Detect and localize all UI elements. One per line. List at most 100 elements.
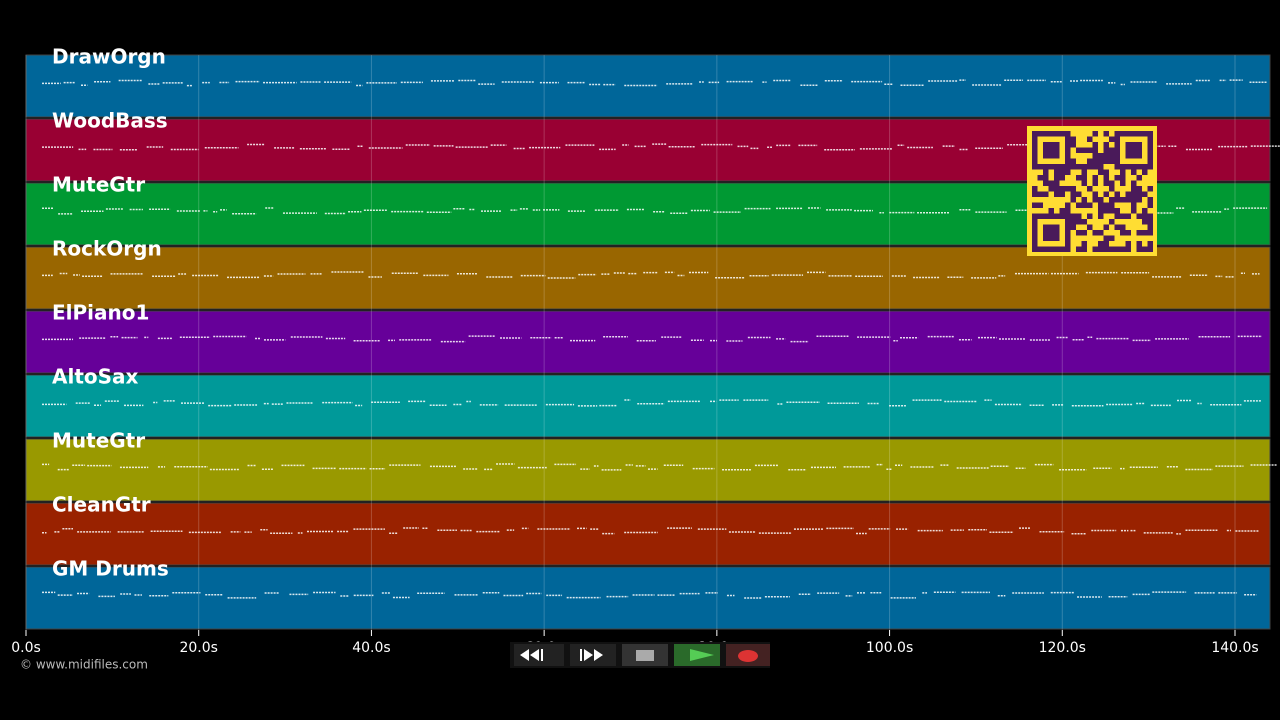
notes: [42, 527, 1260, 535]
qr-cell: [1147, 197, 1153, 203]
qr-cell: [1103, 180, 1109, 186]
qr-cell: [1109, 136, 1115, 142]
qr-cell: [1081, 147, 1087, 153]
qr-cell: [1043, 164, 1049, 170]
qr-cell: [1048, 164, 1054, 170]
qr-cell: [1054, 164, 1060, 170]
qr-cell: [1114, 208, 1120, 214]
qr-cell: [1142, 246, 1148, 252]
qr-cell: [1131, 208, 1137, 214]
qr-cell: [1131, 131, 1137, 137]
qr-cell: [1076, 164, 1082, 170]
qr-cell: [1048, 153, 1054, 159]
qr-cell: [1092, 230, 1098, 236]
qr-cell: [1065, 142, 1071, 148]
qr-cell: [1136, 246, 1142, 252]
forward-button[interactable]: [570, 644, 616, 666]
qr-cell: [1065, 246, 1071, 252]
qr-cell: [1109, 180, 1115, 186]
qr-cell: [1147, 230, 1153, 236]
qr-cell: [1059, 191, 1065, 197]
qr-cell: [1114, 142, 1120, 148]
qr-cell: [1048, 142, 1054, 148]
qr-cell: [1109, 202, 1115, 208]
qr-cell: [1059, 164, 1065, 170]
qr-cell: [1081, 246, 1087, 252]
qr-cell: [1103, 202, 1109, 208]
qr-cell: [1098, 213, 1104, 219]
qr-cell: [1120, 131, 1126, 137]
play-button[interactable]: [674, 644, 720, 666]
qr-cell: [1125, 197, 1131, 203]
qr-cell: [1131, 153, 1137, 159]
qr-cell: [1098, 208, 1104, 214]
tick-label: 20.0s: [179, 640, 217, 656]
qr-cell: [1065, 147, 1071, 153]
qr-cell: [1043, 131, 1049, 137]
qr-cell: [1032, 164, 1038, 170]
qr-cell: [1070, 158, 1076, 164]
qr-cell: [1054, 142, 1060, 148]
qr-cell: [1059, 131, 1065, 137]
qr-cell: [1109, 153, 1115, 159]
track-name: AltoSax: [52, 365, 139, 389]
qr-cell: [1043, 246, 1049, 252]
qr-cell: [1048, 246, 1054, 252]
qr-cell: [1076, 213, 1082, 219]
qr-cell: [1076, 147, 1082, 153]
qr-cell: [1120, 246, 1126, 252]
time-axis: 0.0s20.0s40.0s60.0s80.0s100.0s120.0s140.…: [11, 630, 1259, 656]
qr-cell: [1070, 164, 1076, 170]
qr-cell: [1032, 230, 1038, 236]
qr-cell: [1037, 213, 1043, 219]
stop-button[interactable]: [622, 644, 668, 666]
qr-cell: [1120, 169, 1126, 175]
qr-cell: [1136, 241, 1142, 247]
qr-cell: [1092, 153, 1098, 159]
qr-cell: [1043, 230, 1049, 236]
qr-cell: [1114, 197, 1120, 203]
qr-cell: [1065, 230, 1071, 236]
record-button[interactable]: [726, 644, 770, 666]
qr-cell: [1043, 153, 1049, 159]
qr-cell: [1059, 208, 1065, 214]
qr-cell: [1070, 224, 1076, 230]
qr-cell: [1092, 175, 1098, 181]
qr-cell: [1043, 235, 1049, 241]
qr-cell: [1098, 197, 1104, 203]
qr-cell: [1081, 230, 1087, 236]
tick-label: 0.0s: [11, 640, 41, 656]
qr-cell: [1070, 213, 1076, 219]
notes: [42, 335, 1262, 343]
qr-cell: [1125, 147, 1131, 153]
qr-cell: [1065, 186, 1071, 192]
qr-cell: [1054, 246, 1060, 252]
qr-cell: [1147, 241, 1153, 247]
qr-cell: [1032, 153, 1038, 159]
qr-cell: [1032, 131, 1038, 137]
qr-cell: [1032, 142, 1038, 148]
qr-cell: [1032, 246, 1038, 252]
qr-cell: [1131, 142, 1137, 148]
qr-cell: [1103, 224, 1109, 230]
qr-cell: [1109, 158, 1115, 164]
qr-cell: [1065, 164, 1071, 170]
qr-cell: [1103, 208, 1109, 214]
qr-cell: [1142, 230, 1148, 236]
player-controls: [510, 642, 770, 668]
qr-cell: [1065, 208, 1071, 214]
rewind-button[interactable]: [514, 644, 564, 666]
qr-cell: [1147, 224, 1153, 230]
qr-cell: [1103, 131, 1109, 137]
notes: [42, 271, 1260, 279]
qr-cell: [1054, 213, 1060, 219]
qr-cell: [1109, 197, 1115, 203]
qr-cell: [1037, 131, 1043, 137]
qr-cell: [1048, 224, 1054, 230]
qr-cell: [1103, 158, 1109, 164]
qr-cell: [1098, 164, 1104, 170]
qr-cell: [1120, 230, 1126, 236]
qr-cell: [1037, 246, 1043, 252]
qr-cell: [1076, 191, 1082, 197]
